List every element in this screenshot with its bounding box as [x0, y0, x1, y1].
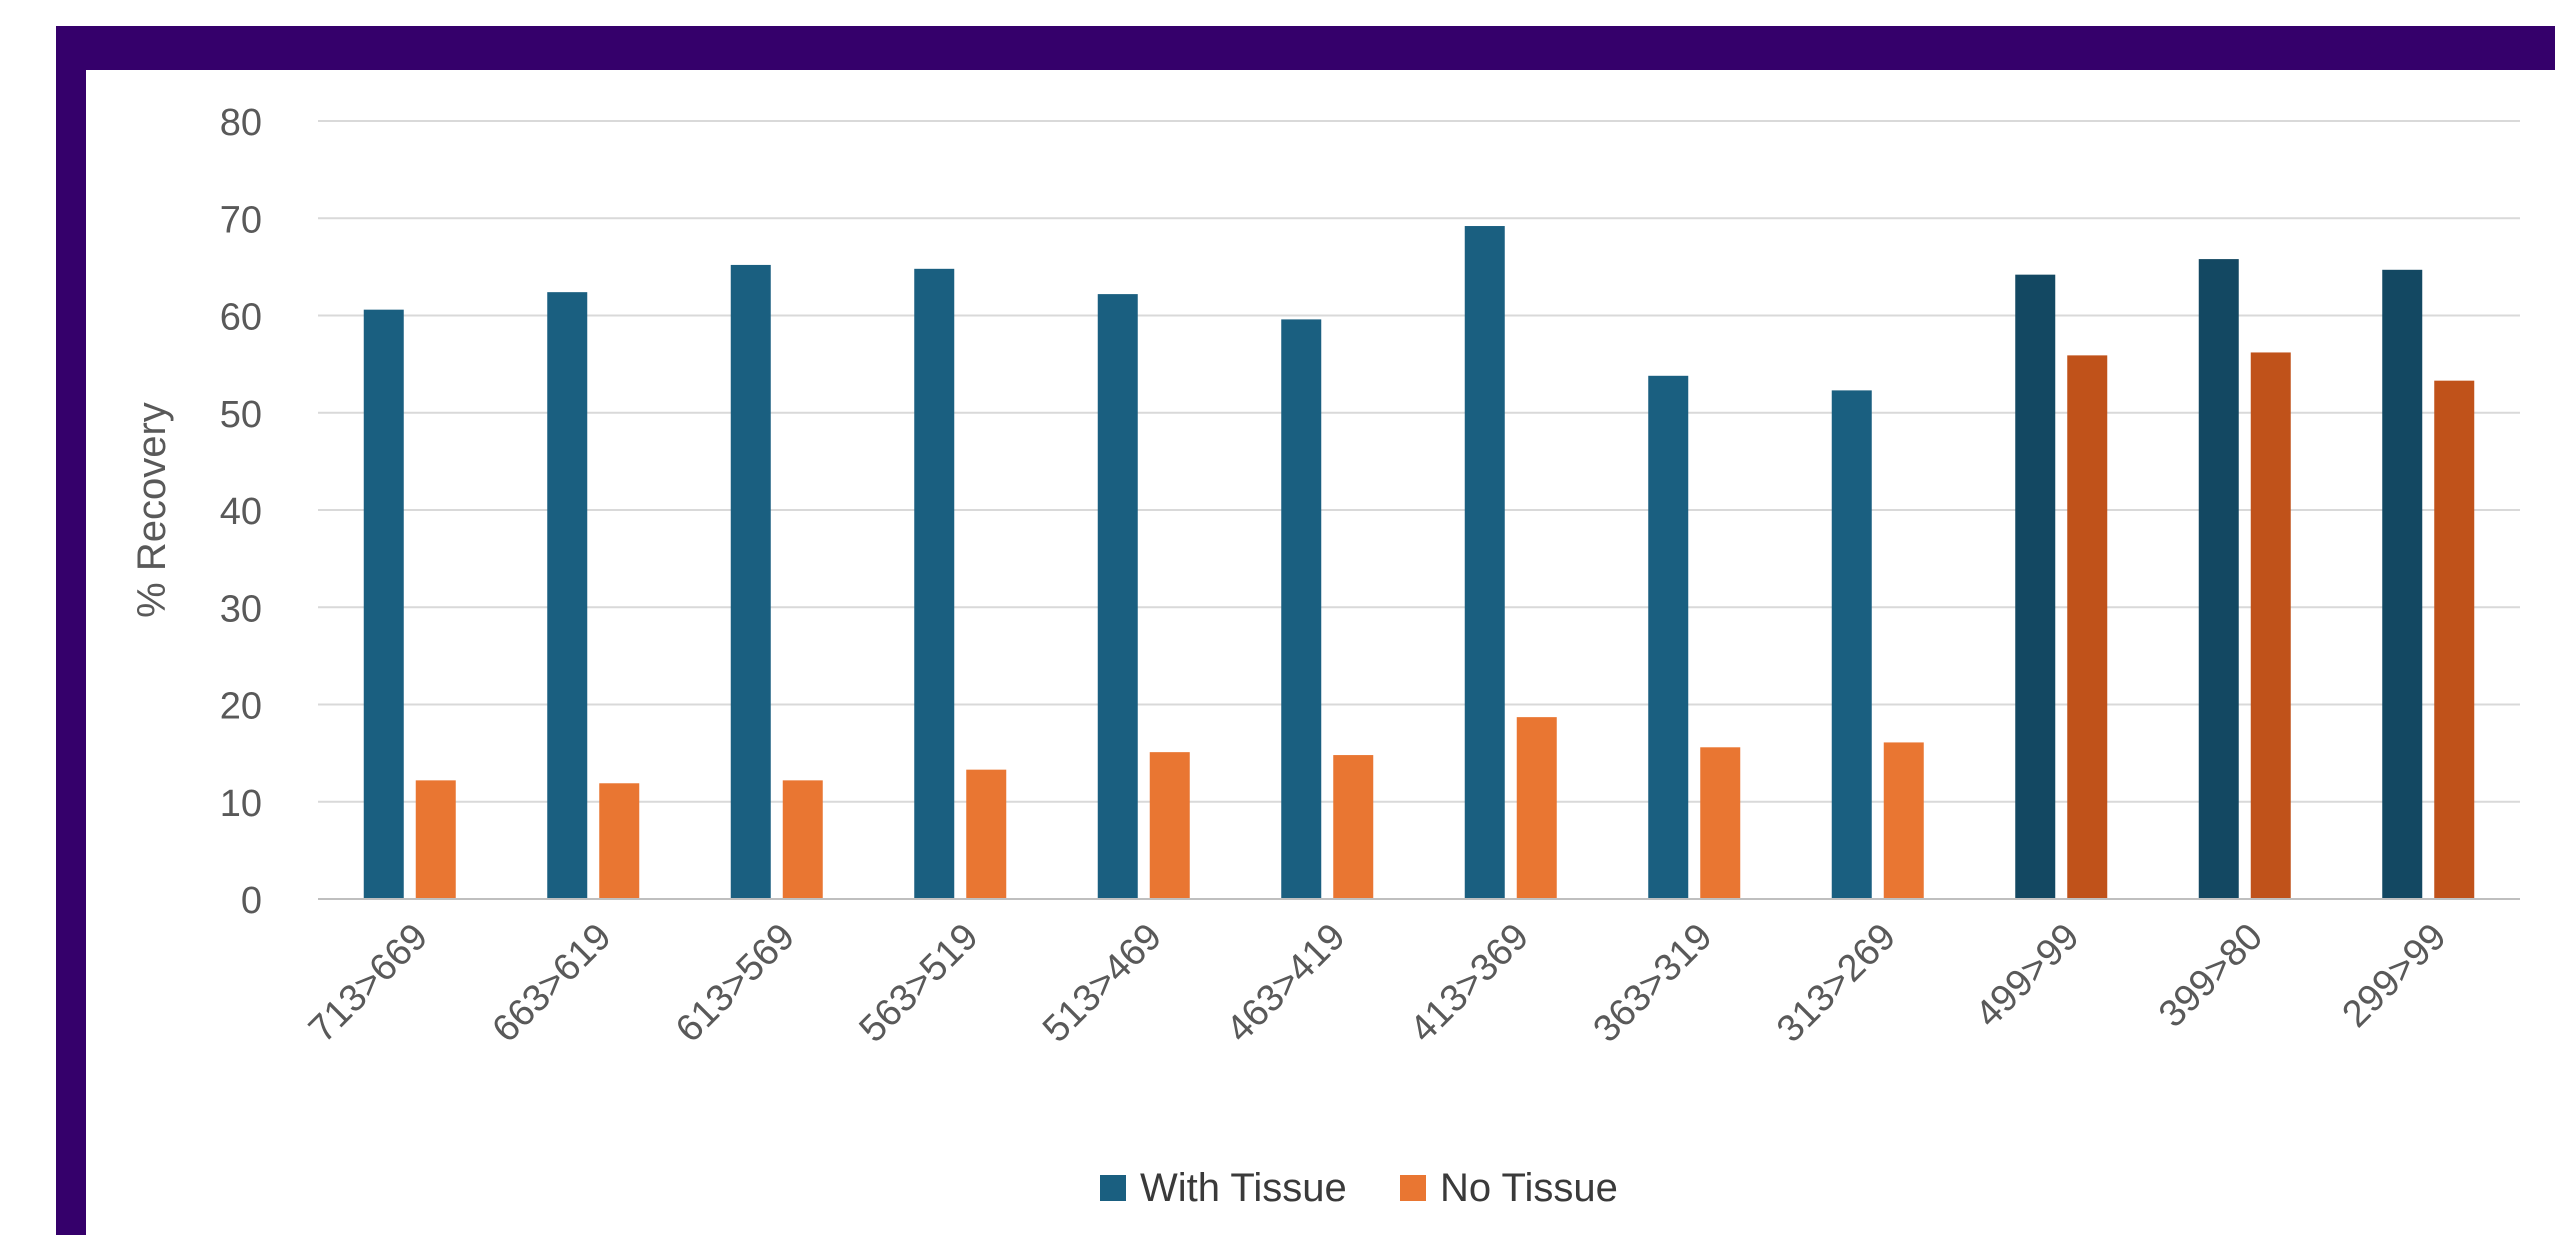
- y-tick-label: 0: [241, 880, 262, 922]
- x-tick-label: 299>99: [2334, 916, 2454, 1036]
- x-tick-label: 713>669: [301, 916, 436, 1051]
- y-tick-label: 60: [220, 297, 262, 339]
- bar-with-tissue: [1097, 294, 1138, 900]
- x-tick-label: 563>519: [852, 916, 987, 1051]
- y-tick-label: 70: [220, 199, 262, 241]
- bar-no-tissue: [1516, 717, 1557, 899]
- bar-with-tissue: [1281, 319, 1322, 899]
- bar-no-tissue: [966, 769, 1007, 899]
- x-tick-label: 313>269: [1769, 916, 1904, 1051]
- y-tick-label: 30: [220, 588, 262, 630]
- bar-with-tissue: [1464, 226, 1505, 899]
- bar-no-tissue: [2250, 352, 2291, 900]
- bar-no-tissue: [782, 780, 823, 899]
- bar-no-tissue: [2067, 355, 2108, 899]
- bar-no-tissue: [599, 783, 640, 899]
- bar-no-tissue: [1883, 742, 1924, 899]
- legend: With Tissue No Tissue: [1100, 1166, 1618, 1210]
- x-tick-label: 663>619: [485, 916, 620, 1051]
- bar-with-tissue: [2015, 274, 2056, 899]
- bar-no-tissue: [415, 780, 456, 899]
- y-tick-label: 80: [220, 102, 262, 144]
- bar-no-tissue: [2434, 380, 2475, 900]
- x-tick-label: 613>569: [668, 916, 803, 1051]
- x-tick-label: 463>419: [1219, 916, 1354, 1051]
- bar-with-tissue: [363, 309, 404, 899]
- y-tick-label: 40: [220, 491, 262, 533]
- bar-with-tissue: [547, 292, 588, 899]
- bar-with-tissue: [2382, 269, 2423, 900]
- y-tick-label: 20: [220, 686, 262, 728]
- bar-no-tissue: [1700, 747, 1741, 899]
- bars: [363, 226, 2475, 900]
- bar-with-tissue: [1648, 375, 1689, 899]
- bar-with-tissue: [730, 264, 771, 899]
- x-tick-label: 499>99: [1967, 916, 2087, 1036]
- x-tick-label: 413>369: [1402, 916, 1537, 1051]
- bar-no-tissue: [1149, 752, 1190, 899]
- legend-label: No Tissue: [1440, 1166, 1618, 1210]
- bar-with-tissue: [914, 268, 955, 899]
- y-tick-label: 10: [220, 783, 262, 825]
- y-tick-label: 50: [220, 394, 262, 436]
- legend-swatch: [1400, 1175, 1426, 1201]
- legend-swatch: [1100, 1175, 1126, 1201]
- y-axis-label: % Recovery: [130, 402, 174, 618]
- x-axis-ticks: 713>669 663>619 613>569 563>519 513>469 463>4…: [301, 916, 2455, 1051]
- gridlines: [318, 120, 2520, 803]
- x-tick-label: 399>80: [2151, 916, 2271, 1036]
- y-axis-ticks: 0 10 20 30 40 50 60 70 80: [220, 102, 262, 922]
- bar-with-tissue: [2198, 259, 2239, 900]
- x-tick-label: 513>469: [1035, 916, 1170, 1051]
- bar-with-tissue: [1831, 390, 1872, 899]
- bar-no-tissue: [1333, 755, 1374, 899]
- legend-label: With Tissue: [1140, 1166, 1347, 1210]
- x-tick-label: 363>319: [1586, 916, 1721, 1051]
